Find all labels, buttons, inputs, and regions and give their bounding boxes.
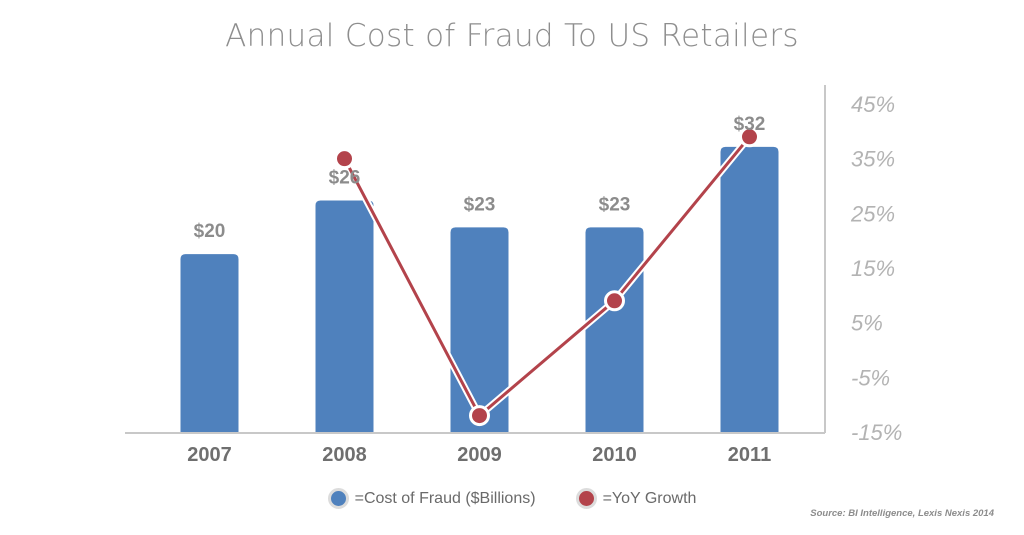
legend-item-growth: =YoY Growth [575, 488, 697, 509]
legend-growth-label: =YoY Growth [602, 489, 697, 507]
growth-point [334, 148, 355, 170]
line-layer [334, 126, 760, 427]
growth-line [343, 135, 751, 418]
x-tick-label: 2009 [457, 444, 502, 466]
bar-value-label: $23 [599, 194, 631, 215]
bar-2007 [180, 254, 239, 433]
bar-value-label: $32 [734, 114, 766, 135]
legend: =Cost of Fraud ($Billions) =YoY Growth [0, 488, 1024, 509]
bar-2008 [315, 200, 374, 433]
bar-value-label: $26 [329, 167, 361, 188]
growth-point [469, 405, 490, 427]
bar-2011 [720, 146, 779, 434]
axes-layer [125, 85, 826, 434]
legend-item-cost: =Cost of Fraud ($Billions) [327, 488, 536, 509]
y2-tick-label: 5% [851, 311, 883, 336]
x-tick-label: 2011 [728, 444, 771, 466]
legend-line-marker [575, 488, 597, 509]
bar-value-label: $23 [464, 194, 496, 215]
x-tick-label: 2010 [592, 444, 637, 466]
growth-point [739, 126, 760, 148]
y2-tick-label: 45% [851, 92, 895, 117]
y2-tick-label: -15% [851, 420, 902, 445]
y2-tick-label: 35% [851, 147, 895, 172]
legend-cost-label: =Cost of Fraud ($Billions) [354, 489, 536, 507]
y2-tick-label: 25% [850, 201, 895, 226]
x-tick-label: 2008 [322, 444, 367, 466]
bar-value-label: $20 [194, 221, 226, 242]
growth-point [604, 290, 625, 312]
labels-layer: $20 $26 $23 $23 $32 2007 2008 2009 2010 2011 45% 35… [187, 92, 902, 466]
legend-bar-marker [327, 488, 349, 509]
chart-title: Annual Cost of Fraud To US Retailers [225, 18, 799, 54]
source-note: Source: BI Intelligence, Lexis Nexis 201… [810, 508, 994, 519]
bars-layer [180, 146, 779, 434]
x-tick-label: 2007 [187, 444, 232, 466]
y2-tick-label: -5% [851, 365, 890, 390]
y2-tick-label: 15% [851, 256, 895, 281]
bar-2010 [585, 227, 644, 433]
